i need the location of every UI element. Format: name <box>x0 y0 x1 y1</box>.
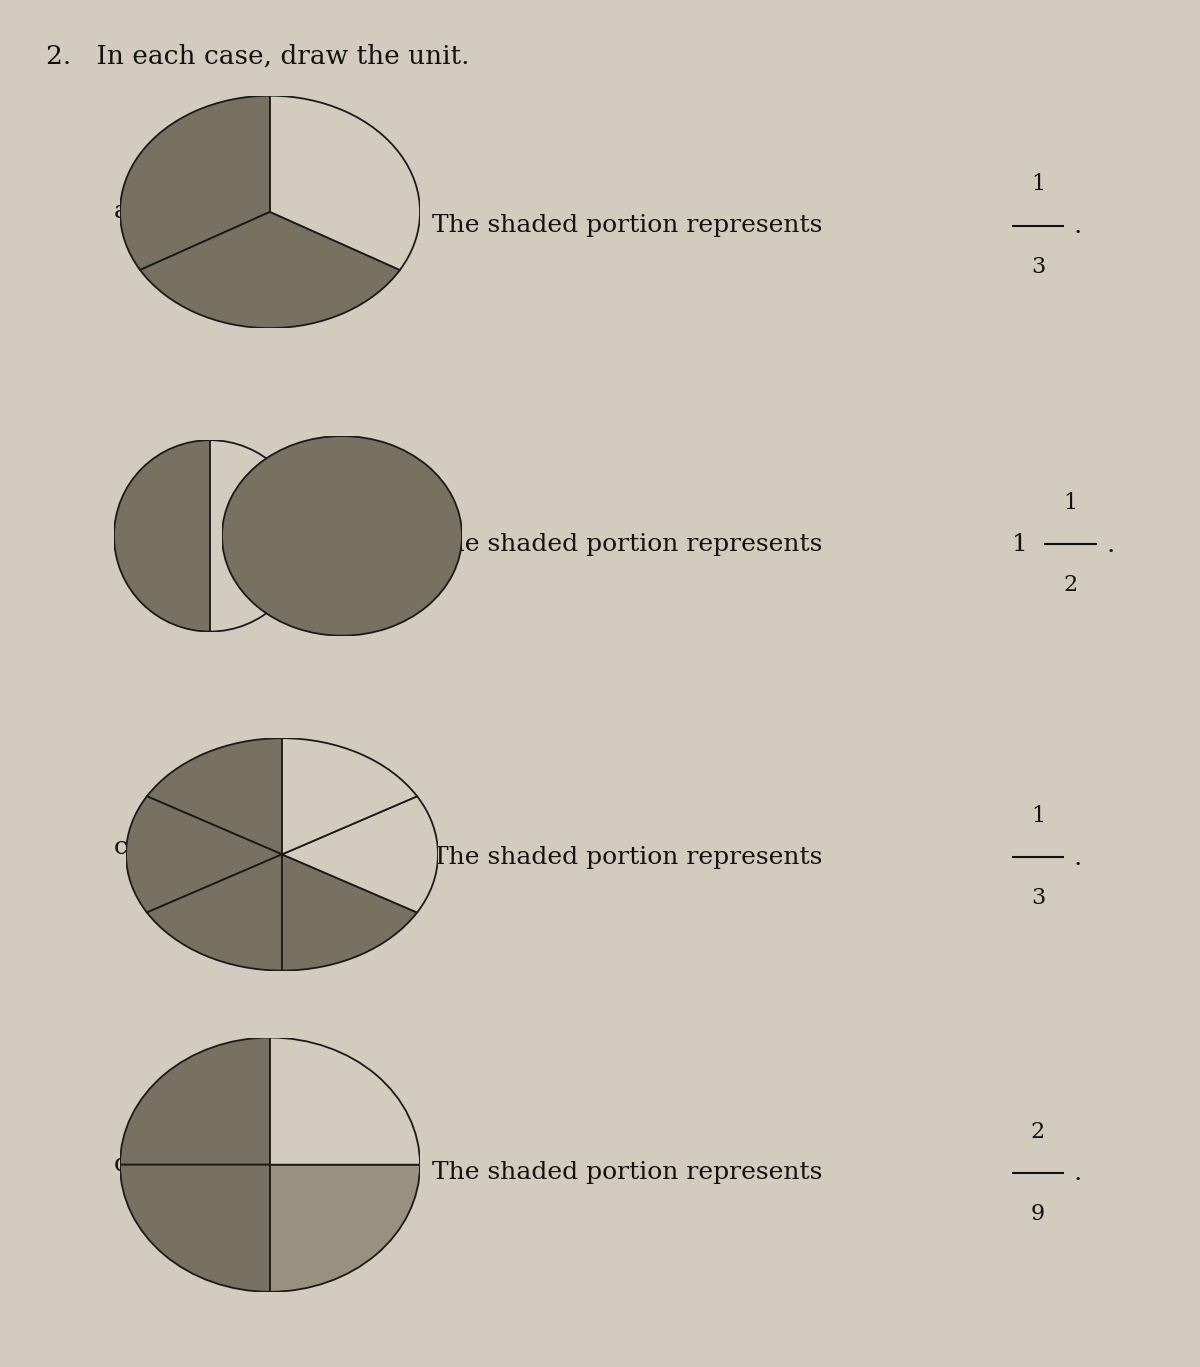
Wedge shape <box>282 854 418 971</box>
Text: c.: c. <box>114 837 136 858</box>
Text: .: . <box>1106 532 1115 556</box>
Wedge shape <box>270 1165 420 1292</box>
Wedge shape <box>282 738 418 854</box>
Text: .: . <box>1074 213 1082 238</box>
Text: d.: d. <box>114 1154 138 1176</box>
Wedge shape <box>270 96 420 271</box>
Wedge shape <box>270 1038 420 1165</box>
Text: 2: 2 <box>1063 574 1078 596</box>
Wedge shape <box>146 738 282 854</box>
Text: 1: 1 <box>1012 533 1028 555</box>
Text: a.: a. <box>114 201 137 223</box>
Text: 3: 3 <box>1031 887 1045 909</box>
Text: 2: 2 <box>1031 1121 1045 1143</box>
Text: The shaded portion represents: The shaded portion represents <box>432 533 822 555</box>
Wedge shape <box>114 440 210 632</box>
Wedge shape <box>120 1038 270 1165</box>
Wedge shape <box>126 796 282 913</box>
Text: 1: 1 <box>1063 492 1078 514</box>
Text: 1: 1 <box>1031 174 1045 195</box>
Text: b.: b. <box>114 529 138 551</box>
Text: 9: 9 <box>1031 1203 1045 1225</box>
Text: .: . <box>1074 845 1082 869</box>
Text: 3: 3 <box>1031 256 1045 278</box>
Text: The shaded portion represents: The shaded portion represents <box>432 1162 822 1184</box>
Wedge shape <box>120 96 270 271</box>
Wedge shape <box>146 854 282 971</box>
Text: .: . <box>1074 1161 1082 1185</box>
Text: 2.   In each case, draw the unit.: 2. In each case, draw the unit. <box>46 44 469 68</box>
Wedge shape <box>210 440 306 632</box>
Text: The shaded portion represents: The shaded portion represents <box>432 215 822 236</box>
Wedge shape <box>120 1165 270 1292</box>
Text: The shaded portion represents: The shaded portion represents <box>432 846 822 868</box>
Wedge shape <box>282 796 438 913</box>
Wedge shape <box>222 436 462 636</box>
Text: 1: 1 <box>1031 805 1045 827</box>
Wedge shape <box>140 212 400 328</box>
